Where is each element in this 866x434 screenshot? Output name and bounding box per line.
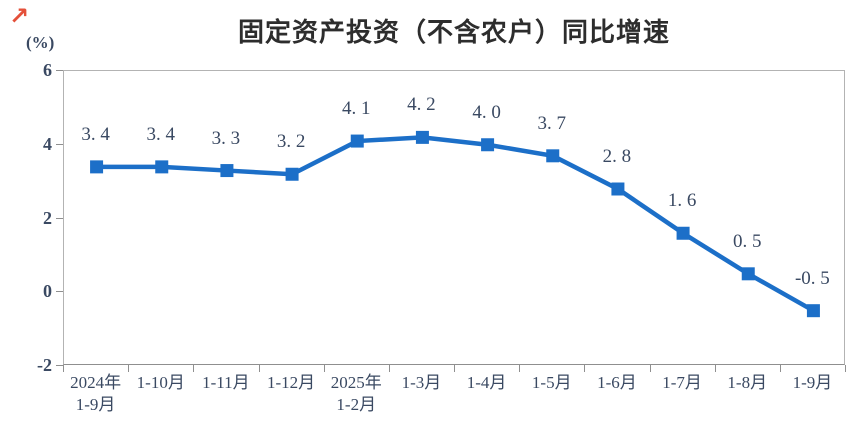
x-tick-mark — [63, 365, 64, 372]
point-value-label: 2. 8 — [602, 146, 632, 167]
x-category-label-line: 1-9月 — [75, 395, 116, 414]
series-line — [96, 135, 815, 313]
plot-area — [63, 70, 845, 365]
data-point-marker — [676, 226, 690, 240]
x-category-label-line: 1-9月 — [792, 373, 833, 392]
x-category-label: 2024年 1-9月 — [50, 372, 142, 416]
point-value-label: 0. 5 — [733, 230, 762, 252]
y-tick-label: 6 — [43, 60, 52, 80]
x-tick-mark — [454, 365, 455, 372]
x-category-label-line: 1-5月 — [531, 373, 572, 392]
x-category-label-line: 2024年 — [70, 373, 122, 392]
y-tick-mark — [56, 217, 63, 219]
x-category-label-line: 1-6月 — [597, 373, 637, 392]
x-tick-mark — [584, 365, 586, 372]
point-value-label: 4. 0 — [472, 101, 501, 123]
x-tick-mark — [258, 365, 260, 372]
x-category-label-line: 1-10月 — [136, 373, 185, 392]
x-category-label: 1-9月 — [766, 372, 858, 394]
data-point-marker — [220, 164, 234, 178]
point-value-label: 3. 4 — [146, 123, 176, 145]
x-category-label-line: 1-11月 — [202, 373, 250, 392]
data-point-marker — [90, 160, 104, 174]
chart-title: 固定资产投资（不含农户）同比增速 — [237, 17, 670, 47]
x-category-label: 1-10月 — [115, 372, 207, 394]
y-tick-mark — [56, 291, 63, 293]
point-value-label: 4. 2 — [407, 94, 436, 116]
point-value-label: 3. 4 — [81, 123, 110, 145]
x-category-label-line: 2025年 — [330, 373, 382, 392]
x-category-label-line: 1-4月 — [466, 373, 507, 392]
point-value-label: 4. 1 — [342, 98, 371, 120]
x-category-label: 1-5月 — [506, 372, 598, 394]
x-category-label: 1-12月 — [245, 372, 337, 394]
x-tick-mark — [128, 365, 130, 372]
x-category-label: 1-4月 — [441, 372, 533, 394]
data-point-marker — [546, 149, 560, 163]
x-tick-mark — [779, 365, 781, 372]
data-point-marker — [350, 134, 364, 148]
y-tick-mark — [56, 70, 63, 71]
point-value-label: -0. 5 — [794, 267, 830, 289]
y-tick-mark — [56, 365, 63, 366]
y-tick-label: 2 — [43, 207, 52, 228]
x-category-label: 1-6月 — [571, 372, 663, 394]
y-axis-unit-label: (%) — [26, 33, 55, 52]
x-category-label: 1-8月 — [701, 372, 793, 394]
trend-up-arrow-icon: ↗ — [9, 2, 30, 30]
data-point-marker — [285, 167, 299, 181]
x-category-label-line: 1-8月 — [727, 373, 768, 392]
data-point-marker — [741, 267, 755, 281]
point-value-label: 3. 2 — [276, 131, 306, 153]
x-tick-mark — [388, 365, 390, 372]
x-category-label-line: 1-12月 — [266, 373, 316, 392]
x-tick-mark — [323, 365, 325, 372]
point-value-label: 1. 6 — [667, 190, 697, 212]
data-point-marker — [155, 160, 169, 174]
x-category-label: 1-3月 — [375, 372, 467, 394]
x-category-label-line: 1-2月 — [336, 395, 377, 414]
x-category-label: 1-11月 — [180, 372, 272, 394]
data-point-marker — [611, 182, 625, 196]
x-tick-mark — [714, 365, 716, 372]
x-category-label-line: 1-7月 — [662, 373, 702, 392]
x-category-label: 1-7月 — [636, 372, 728, 394]
data-point-marker — [415, 130, 429, 144]
x-tick-mark — [519, 365, 521, 372]
y-tick-label: 4 — [43, 133, 52, 154]
x-tick-mark — [193, 365, 195, 372]
point-value-label: 3. 3 — [211, 127, 241, 149]
x-category-label-line: 1-3月 — [401, 373, 442, 392]
y-tick-label: 0 — [43, 281, 52, 302]
x-category-label: 2025年 1-2月 — [310, 372, 402, 416]
point-value-label: 3. 7 — [537, 112, 567, 134]
y-tick-label: -2 — [37, 355, 52, 375]
data-point-marker — [481, 138, 495, 152]
x-tick-mark — [845, 365, 846, 372]
data-point-marker — [806, 304, 820, 318]
x-tick-mark — [649, 365, 651, 372]
y-tick-mark — [56, 143, 63, 145]
line-series — [90, 130, 820, 318]
